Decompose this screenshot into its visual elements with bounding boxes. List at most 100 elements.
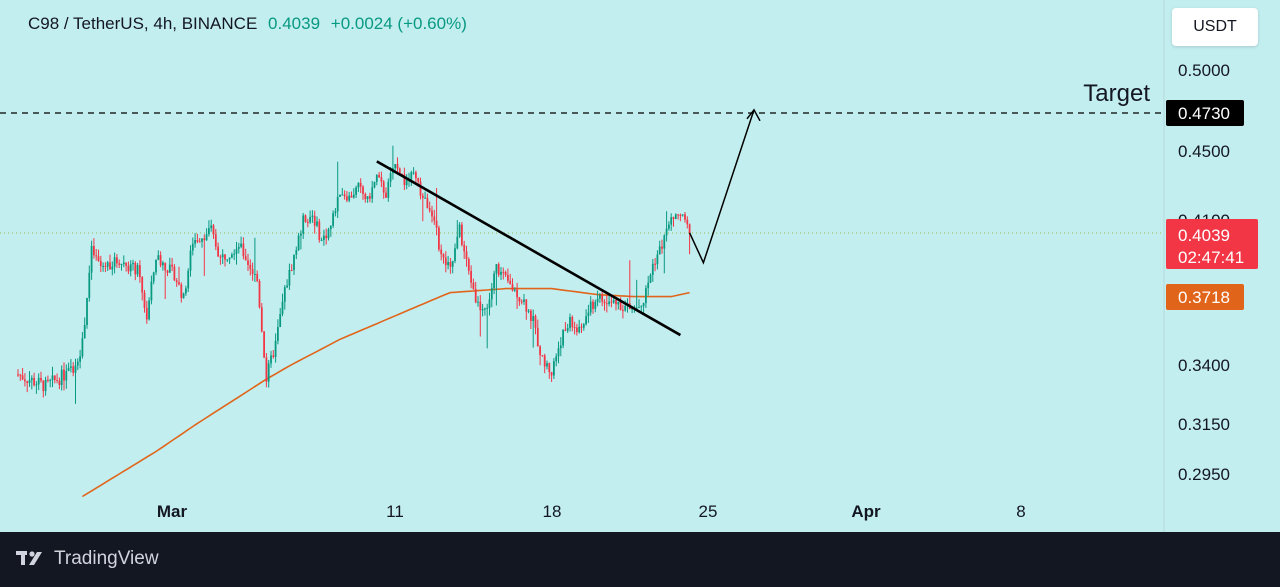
candle-body [562, 329, 564, 346]
candle-body [605, 303, 608, 305]
candle-body [548, 363, 551, 373]
candle-body [502, 271, 505, 273]
tradingview-logo[interactable]: TradingView [16, 548, 159, 570]
candle-body [672, 217, 675, 219]
candle-body [681, 214, 684, 216]
candle-body [162, 262, 164, 266]
candle-body [619, 301, 622, 311]
candle-body [247, 260, 249, 265]
candle-body [148, 300, 150, 320]
candle-body [309, 216, 311, 223]
candle-body [557, 348, 560, 357]
candle-body [44, 379, 47, 392]
candle-body [442, 254, 445, 258]
candle-body [116, 257, 118, 264]
candle-body [81, 338, 84, 357]
candle-body [134, 262, 137, 275]
candle-body [168, 264, 171, 273]
candle-countdown: 02:47:41 [1178, 248, 1244, 267]
candle-body [293, 254, 295, 271]
candle-body [346, 196, 348, 201]
candle-body [472, 282, 475, 289]
candle-body [589, 301, 592, 313]
candle-body [274, 340, 277, 357]
candle-body [127, 265, 130, 272]
candle-body [371, 187, 374, 199]
candle-body [290, 269, 293, 271]
candle-body [369, 196, 371, 199]
candle-body [477, 301, 479, 303]
candle-body [612, 300, 615, 303]
candle-body [373, 181, 376, 188]
candle-body [47, 379, 49, 381]
candle-body [118, 263, 121, 265]
price-change: +0.0024 (+0.60%) [330, 14, 467, 33]
candle-body [375, 174, 378, 182]
candle-body [500, 271, 502, 275]
candle-body [463, 244, 466, 252]
candle-body [272, 355, 275, 357]
candle-body [410, 172, 413, 180]
candle-body [339, 194, 341, 197]
candle-body [543, 355, 546, 367]
candle-body [219, 256, 222, 258]
y-tick-label: 0.3400 [1178, 356, 1230, 375]
candle-body [208, 228, 210, 235]
candle-body [95, 255, 98, 257]
candle-body [364, 193, 367, 200]
candle-body [421, 195, 424, 198]
candle-body [35, 384, 38, 386]
candle-body [403, 174, 406, 186]
candle-body [316, 221, 318, 226]
tradingview-logo-icon [16, 551, 42, 565]
candle-body [267, 363, 270, 382]
candle-body [320, 239, 323, 241]
candle-body [424, 197, 426, 199]
candle-body [396, 164, 399, 169]
candle-body [350, 195, 353, 198]
candle-body [394, 164, 397, 169]
candle-body [26, 381, 29, 383]
candle-body [251, 269, 254, 275]
candle-body [576, 327, 578, 333]
candle-body [327, 229, 330, 239]
candle-body [180, 284, 183, 298]
candle-body [447, 262, 449, 266]
target-annotation: Target [1083, 80, 1150, 107]
candle-body [534, 315, 537, 328]
candle-body [470, 270, 472, 283]
candle-body [260, 307, 263, 332]
candle-body [93, 245, 95, 256]
candle-body [104, 265, 107, 267]
chart-area[interactable]: 0.50000.45000.41000.34000.31500.2950Mar1… [0, 0, 1280, 532]
candle-body [622, 310, 624, 312]
candle-body [17, 374, 19, 376]
candle-body [300, 233, 302, 236]
descending-trendline [376, 160, 682, 337]
y-tick-label: 0.3150 [1178, 415, 1230, 434]
candle-body [571, 317, 574, 328]
candle-body [507, 274, 509, 281]
candle-body [88, 272, 91, 299]
candle-body [136, 265, 139, 275]
candle-body [194, 240, 196, 244]
candle-body [656, 254, 659, 265]
candle-body [405, 179, 408, 186]
candle-body [465, 251, 468, 260]
candle-body [479, 301, 482, 311]
candle-body [527, 310, 530, 312]
candle-body [53, 375, 56, 380]
x-tick-label: Mar [157, 502, 188, 521]
candle-body [532, 315, 535, 322]
candle-body [601, 295, 604, 302]
candle-body [343, 194, 346, 197]
candle-body [30, 377, 33, 381]
currency-button[interactable]: USDT [1172, 8, 1258, 46]
candle-body [334, 211, 337, 214]
candle-body [647, 282, 650, 289]
candle-body [564, 329, 567, 331]
candle-body [258, 281, 261, 308]
candle-body [86, 298, 88, 325]
candle-body [362, 186, 364, 194]
price-chart[interactable]: 0.50000.45000.41000.34000.31500.2950Mar1… [0, 0, 1280, 532]
